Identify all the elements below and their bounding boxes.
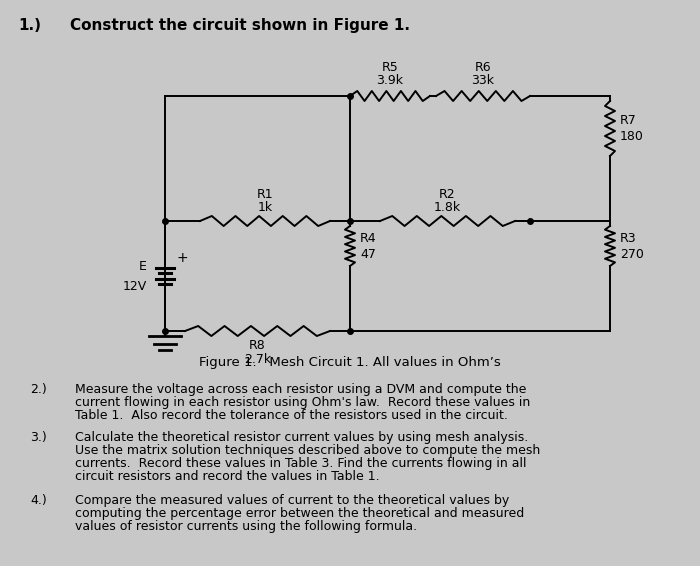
Text: R4: R4	[360, 231, 377, 245]
Text: 1k: 1k	[258, 201, 272, 214]
Text: currents.  Record these values in Table 3. Find the currents flowing in all: currents. Record these values in Table 3…	[75, 457, 526, 470]
Text: 33k: 33k	[472, 74, 494, 87]
Text: 4.): 4.)	[30, 494, 47, 507]
Text: Table 1.  Also record the tolerance of the resistors used in the circuit.: Table 1. Also record the tolerance of th…	[75, 409, 508, 422]
Text: R1: R1	[257, 188, 273, 201]
Text: 270: 270	[620, 247, 644, 260]
Text: 2.7k: 2.7k	[244, 353, 271, 366]
Text: Construct the circuit shown in Figure 1.: Construct the circuit shown in Figure 1.	[70, 18, 410, 33]
Text: Use the matrix solution techniques described above to compute the mesh: Use the matrix solution techniques descr…	[75, 444, 540, 457]
Text: values of resistor currents using the following formula.: values of resistor currents using the fo…	[75, 520, 417, 533]
Text: 180: 180	[620, 130, 644, 143]
Text: R2: R2	[439, 188, 456, 201]
Text: 2.): 2.)	[30, 383, 47, 396]
Text: E: E	[139, 259, 147, 272]
Text: 47: 47	[360, 247, 376, 260]
Text: Compare the measured values of current to the theoretical values by: Compare the measured values of current t…	[75, 494, 510, 507]
Text: +: +	[177, 251, 188, 265]
Text: 12V: 12V	[122, 280, 147, 293]
Text: 1.8k: 1.8k	[434, 201, 461, 214]
Text: R8: R8	[249, 339, 266, 352]
Text: 3.): 3.)	[30, 431, 47, 444]
Text: Calculate the theoretical resistor current values by using mesh analysis.: Calculate the theoretical resistor curre…	[75, 431, 528, 444]
Text: R6: R6	[475, 61, 491, 74]
Text: Measure the voltage across each resistor using a DVM and compute the: Measure the voltage across each resistor…	[75, 383, 526, 396]
Text: current flowing in each resistor using Ohm's law.  Record these values in: current flowing in each resistor using O…	[75, 396, 531, 409]
Text: 1.): 1.)	[18, 18, 41, 33]
Text: R3: R3	[620, 231, 636, 245]
Text: computing the percentage error between the theoretical and measured: computing the percentage error between t…	[75, 507, 524, 520]
Text: circuit resistors and record the values in Table 1.: circuit resistors and record the values …	[75, 470, 379, 483]
Text: 3.9k: 3.9k	[377, 74, 403, 87]
Text: R7: R7	[620, 114, 637, 127]
Text: R5: R5	[382, 61, 398, 74]
Text: Figure 1.   Mesh Circuit 1. All values in Ohm’s: Figure 1. Mesh Circuit 1. All values in …	[199, 356, 501, 369]
